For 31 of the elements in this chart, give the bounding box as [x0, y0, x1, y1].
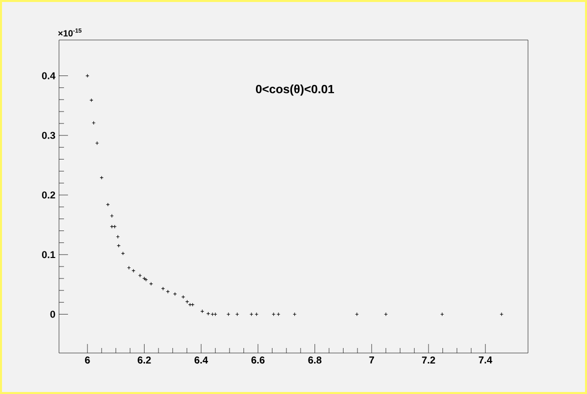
- y-tick-label: 0.1: [42, 251, 56, 258]
- x-tick-label: 6.8: [308, 356, 322, 364]
- point: [181, 295, 186, 299]
- point: [250, 312, 254, 316]
- point: [132, 268, 136, 273]
- point: [144, 278, 148, 282]
- point: [106, 202, 110, 206]
- point: [188, 302, 192, 307]
- y-tick-label: 0.3: [42, 132, 56, 139]
- point: [173, 292, 177, 296]
- point: [276, 312, 280, 316]
- x-tick-label: 6: [85, 356, 90, 364]
- point: [86, 74, 90, 78]
- y-tick-label: 0: [50, 310, 56, 318]
- point: [161, 286, 165, 291]
- point: [127, 266, 131, 270]
- x-tick-label: 7: [369, 356, 374, 364]
- point: [142, 276, 146, 280]
- point: [254, 312, 258, 316]
- text: ×10$^{-15}$: [58, 28, 82, 36]
- x-tick-label: 6.6: [251, 356, 265, 364]
- text: 0<cos(θ)<0.01: [256, 84, 334, 96]
- x-tick-label: 7.2: [422, 356, 436, 364]
- point: [210, 312, 214, 316]
- x-tick-label: 6.4: [194, 356, 208, 364]
- point: [121, 252, 125, 256]
- y-tick-label: 0.4: [42, 72, 56, 80]
- point: [138, 274, 142, 278]
- y-tick-label: 0.2: [42, 191, 56, 199]
- x-tick-label: 6.2: [138, 356, 151, 364]
- x-tick-label: 7.4: [478, 356, 492, 364]
